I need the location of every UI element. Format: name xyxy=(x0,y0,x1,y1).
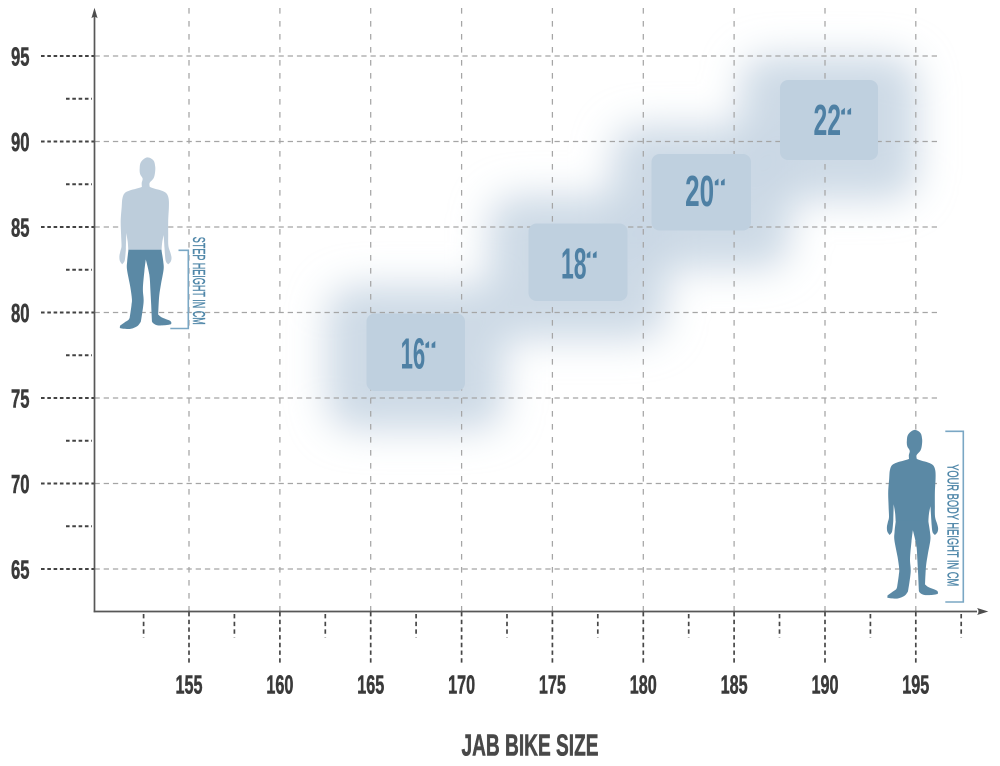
svg-text:70: 70 xyxy=(11,469,30,499)
svg-text:JAB BIKE SIZE: JAB BIKE SIZE xyxy=(462,728,599,763)
svg-text:80: 80 xyxy=(11,298,30,328)
svg-text:65: 65 xyxy=(11,555,30,585)
svg-text:18: 18 xyxy=(561,240,587,289)
svg-text:STEP HEIGHT IN CM: STEP HEIGHT IN CM xyxy=(189,237,209,325)
svg-text:175: 175 xyxy=(539,670,566,700)
svg-text:195: 195 xyxy=(902,670,929,700)
svg-text:85: 85 xyxy=(11,213,30,243)
svg-text:170: 170 xyxy=(448,670,475,700)
svg-text:95: 95 xyxy=(11,42,30,72)
svg-text:20: 20 xyxy=(685,167,714,216)
svg-text:22: 22 xyxy=(814,96,842,145)
svg-text:160: 160 xyxy=(266,670,293,700)
svg-text:185: 185 xyxy=(721,670,748,700)
svg-text:155: 155 xyxy=(176,670,203,700)
svg-text:16: 16 xyxy=(401,330,426,379)
svg-text:180: 180 xyxy=(630,670,657,700)
svg-text:165: 165 xyxy=(357,670,384,700)
svg-text:YOUR BODY HEIGHT IN CM: YOUR BODY HEIGHT IN CM xyxy=(944,464,961,586)
svg-text:190: 190 xyxy=(812,670,839,700)
svg-text:75: 75 xyxy=(11,384,30,414)
svg-text:90: 90 xyxy=(11,127,30,157)
